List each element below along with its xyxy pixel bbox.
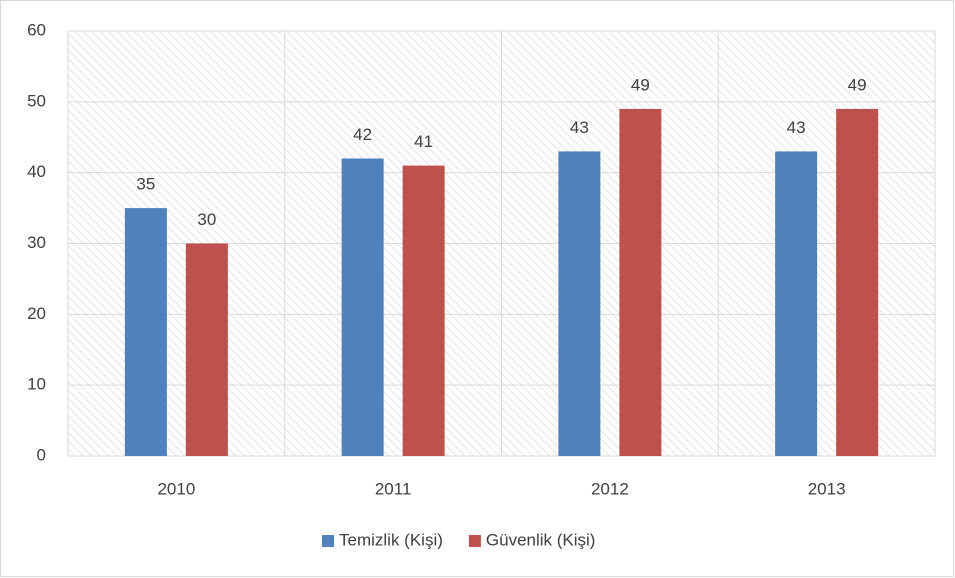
y-tick-label: 30 xyxy=(27,233,46,252)
x-tick-label: 2012 xyxy=(591,479,629,498)
data-label: 49 xyxy=(848,75,867,94)
legend-label: Güvenlik (Kişi) xyxy=(486,530,596,549)
bar xyxy=(402,165,445,457)
bar xyxy=(558,151,601,456)
y-tick-label: 0 xyxy=(37,445,46,464)
y-tick-label: 40 xyxy=(27,162,46,181)
data-label: 42 xyxy=(353,125,372,144)
bar xyxy=(775,151,818,456)
data-label: 30 xyxy=(197,210,216,229)
y-tick-label: 20 xyxy=(27,304,46,323)
y-tick-label: 10 xyxy=(27,375,46,394)
y-tick-label: 60 xyxy=(27,20,46,39)
bar xyxy=(836,108,879,457)
data-label: 49 xyxy=(631,75,650,94)
legend-label: Temizlik (Kişi) xyxy=(339,530,443,549)
legend-swatch xyxy=(468,535,481,547)
x-tick-label: 2010 xyxy=(157,479,195,498)
bar xyxy=(341,158,384,456)
data-label: 35 xyxy=(136,175,155,194)
bar xyxy=(619,108,662,457)
bar xyxy=(185,243,228,456)
y-tick-label: 50 xyxy=(27,91,46,110)
bar xyxy=(124,208,167,456)
x-tick-label: 2013 xyxy=(808,479,846,498)
legend-swatch xyxy=(322,535,334,547)
data-label: 41 xyxy=(414,132,433,151)
data-label: 43 xyxy=(787,118,806,137)
x-tick-label: 2011 xyxy=(375,479,412,498)
data-label: 43 xyxy=(570,118,589,137)
